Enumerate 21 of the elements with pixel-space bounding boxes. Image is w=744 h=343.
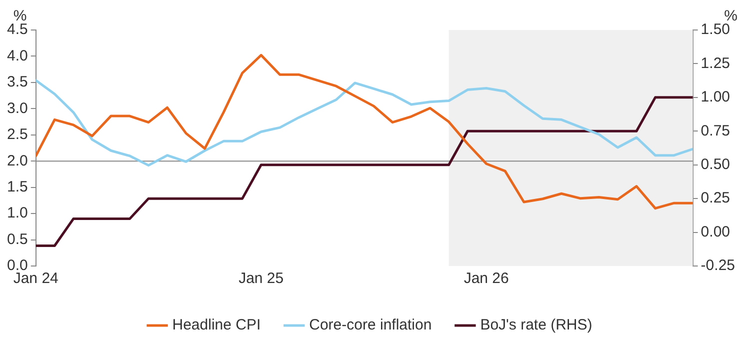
y2-tick-label: 1.25 [700, 54, 730, 72]
y-tick-label: 3.0 [6, 100, 28, 117]
x-tick-label: Jan 26 [464, 270, 509, 288]
y-tick-label: 4.0 [6, 47, 28, 64]
y-tick-label: 2.5 [6, 126, 28, 144]
x-tick-label: Jan 25 [238, 270, 284, 288]
legend-label: Core-core inflation [309, 316, 432, 334]
y-tick-label: 1.0 [6, 204, 28, 222]
y-tick-label: 3.5 [6, 74, 28, 91]
y2-tick-label: 0.75 [700, 122, 730, 140]
y-tick-label: 0.5 [6, 230, 28, 248]
y2-tick-label: 1.00 [700, 88, 730, 106]
y-tick-label: 1.5 [6, 178, 28, 196]
legend-label: Headline CPI [172, 316, 261, 334]
x-tick-label: Jan 24 [13, 270, 58, 288]
y-tick-label: 2.0 [6, 152, 28, 170]
legend-label: BoJ's rate (RHS) [480, 316, 592, 334]
y2-tick-label: 0.00 [700, 223, 730, 240]
y2-tick-label: -0.25 [700, 257, 736, 274]
y2-tick-label: 0.50 [700, 156, 730, 173]
y2-tick-label: 0.25 [700, 190, 730, 207]
